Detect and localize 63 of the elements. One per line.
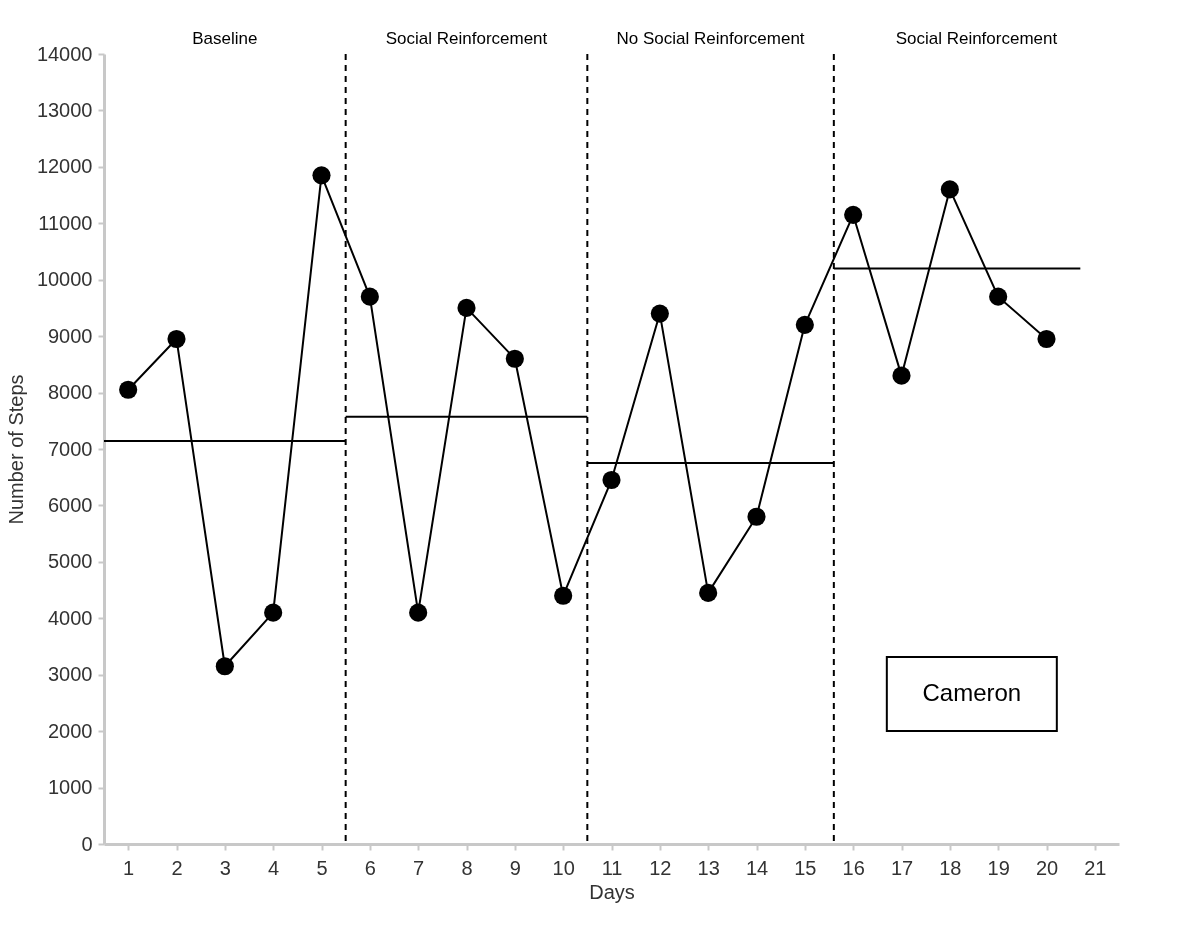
point: [409, 603, 428, 622]
x-tick-label: 6: [364, 856, 376, 879]
y-tick-label: 2000: [48, 719, 93, 742]
y-tick-label: 4000: [48, 606, 93, 629]
point: [215, 657, 234, 676]
y-tick-label: 8000: [48, 381, 93, 404]
point: [119, 380, 138, 399]
x-tick-label: 3: [219, 856, 231, 879]
y-axis-title: Number of Steps: [4, 374, 27, 525]
point: [457, 298, 476, 317]
y-tick-label: 11000: [38, 211, 93, 234]
y-tick-label: 1000: [48, 776, 93, 799]
y-tick-label: 14000: [36, 42, 93, 65]
x-tick-label: 7: [413, 856, 425, 879]
point: [264, 603, 283, 622]
point: [747, 507, 766, 526]
x-tick-label: 20: [1035, 856, 1059, 879]
y-tick-label: 12000: [36, 155, 93, 178]
point: [602, 470, 621, 490]
x-tick-label: 18: [939, 856, 962, 879]
x-tick-label: 1: [123, 856, 135, 879]
point: [554, 586, 573, 605]
point: [1037, 329, 1056, 349]
point: [699, 583, 718, 602]
y-tick-label: 7000: [48, 437, 93, 460]
x-tick-label: 15: [794, 856, 817, 879]
x-tick-label: 14: [745, 856, 769, 879]
point: [505, 349, 524, 368]
point: [940, 180, 959, 199]
x-tick-label: 2: [171, 856, 183, 879]
x-tick-label: 21: [1084, 856, 1107, 879]
x-tick-label: 11: [601, 856, 623, 879]
y-tick-label: 3000: [48, 663, 93, 686]
x-axis-title: Days: [589, 880, 635, 903]
point: [844, 205, 863, 224]
point: [167, 329, 186, 349]
point: [312, 166, 331, 185]
annotation: Cameron: [922, 678, 1022, 706]
point: [650, 304, 669, 323]
x-tick-label: 9: [509, 856, 521, 879]
text: No Social Reinforcement: [616, 29, 805, 48]
text: Social Reinforcement: [895, 29, 1058, 48]
x-tick-label: 12: [649, 856, 672, 879]
point: [360, 287, 379, 306]
y-tick-label: 5000: [48, 550, 93, 573]
y-tick-label: 6000: [48, 493, 93, 516]
point: [892, 366, 911, 385]
x-tick-label: 13: [697, 856, 720, 879]
x-tick-label: 10: [552, 856, 575, 879]
x-tick-label: 19: [987, 856, 1010, 879]
point: [989, 287, 1008, 306]
text: Social Reinforcement: [385, 29, 548, 48]
y-tick-label: 13000: [36, 98, 93, 121]
text: Baseline: [192, 29, 258, 48]
x-tick-label: 8: [461, 856, 473, 879]
point: [795, 315, 814, 334]
x-tick-label: 16: [842, 856, 865, 879]
y-tick-label: 10000: [36, 268, 93, 291]
y-tick-label: 0: [81, 832, 93, 855]
x-tick-label: 17: [890, 856, 914, 879]
y-tick-label: 9000: [48, 324, 93, 347]
x-tick-label: 5: [316, 856, 328, 879]
x-tick-label: 4: [268, 856, 280, 879]
